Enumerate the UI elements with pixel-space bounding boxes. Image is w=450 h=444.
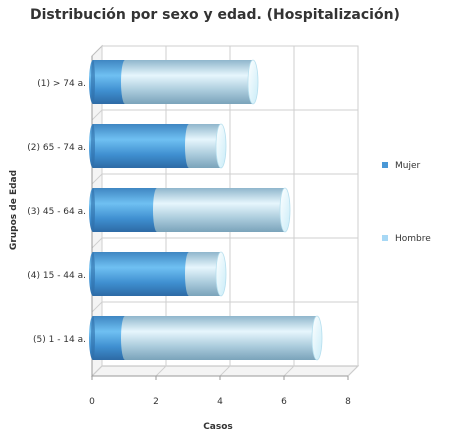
legend-label-hombre: Hombre	[395, 234, 431, 244]
legend-label-mujer: Mujer	[395, 161, 421, 171]
chart-title: Distribución por sexo y edad. (Hospitali…	[30, 7, 400, 23]
grid-line-floor	[219, 365, 231, 377]
legend: Mujer Hombre	[382, 161, 431, 244]
grid-line-floor	[347, 365, 359, 377]
x-tick-label: 8	[345, 397, 351, 407]
x-tick-label: 6	[281, 397, 287, 407]
legend-swatch-mujer	[382, 162, 388, 168]
grid-line-side	[91, 301, 103, 313]
grid-line-floor	[91, 365, 103, 377]
bar-mujer-1	[89, 60, 129, 104]
x-tick-label: 0	[89, 397, 95, 407]
y-tick-label: (3) 45 - 64 a.	[27, 207, 86, 217]
bar-start-cap-2	[91, 124, 95, 168]
bar-end-cap-3	[279, 187, 291, 233]
grid-line-side	[91, 237, 103, 249]
bar-hombre-3	[153, 188, 289, 232]
bar-hombre-4	[185, 252, 225, 296]
grid-line-floor	[283, 365, 295, 377]
y-tick-label: (4) 15 - 44 a.	[27, 271, 86, 281]
bar-start-cap-1	[91, 60, 95, 104]
bar-start-cap-4	[91, 252, 95, 296]
bars	[89, 59, 323, 361]
y-tick-label: (5) 1 - 14 a.	[33, 335, 86, 345]
bar-end-cap-5	[311, 315, 323, 361]
grid-line-side	[91, 109, 103, 121]
bar-hombre-2	[185, 124, 225, 168]
grid-line-floor	[155, 365, 167, 377]
y-tick-label: (2) 65 - 74 a.	[27, 143, 86, 153]
bar-end-cap-2	[215, 123, 227, 169]
bar-mujer-5	[89, 316, 129, 360]
bar-hombre-5	[121, 316, 321, 360]
x-tick-label: 4	[217, 397, 223, 407]
bar-mujer-4	[89, 252, 193, 296]
bar-start-cap-3	[91, 188, 95, 232]
bar-mujer-2	[89, 124, 193, 168]
x-axis-title: Casos	[203, 422, 233, 432]
bar-start-cap-5	[91, 316, 95, 360]
bar-end-cap-4	[215, 251, 227, 297]
y-axis-tick-labels: (1) > 74 a. (2) 65 - 74 a. (3) 45 - 64 a. (…	[27, 79, 86, 345]
grid-line-side	[91, 173, 103, 185]
x-tick-label: 2	[153, 397, 159, 407]
bar-mujer-3	[89, 188, 161, 232]
y-axis-title: Grupos de Edad	[9, 170, 19, 250]
x-axis-tick-labels: 0 2 4 6 8	[89, 397, 351, 407]
bar-hombre-1	[121, 60, 257, 104]
bar-end-cap-1	[247, 59, 259, 105]
y-tick-label: (1) > 74 a.	[37, 79, 86, 89]
legend-swatch-hombre	[382, 235, 388, 241]
